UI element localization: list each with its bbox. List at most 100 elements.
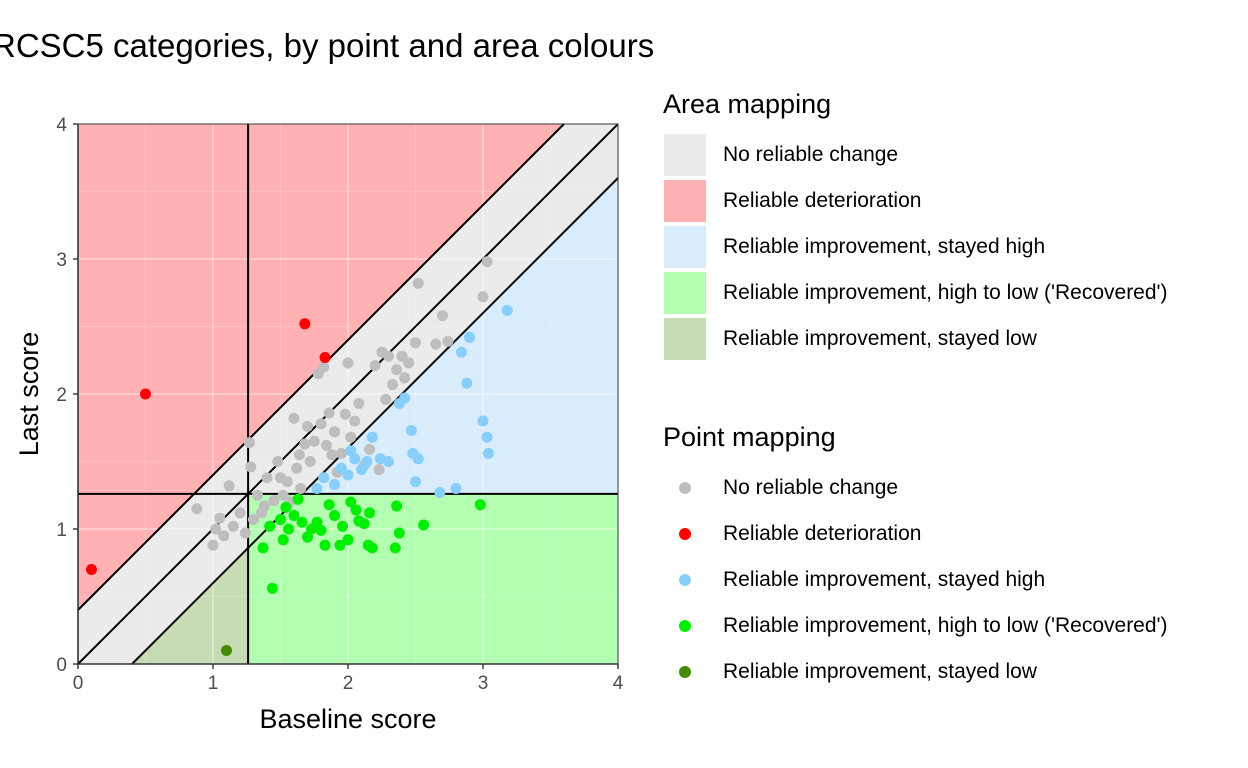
point-no-change — [272, 456, 284, 467]
point-stayed-high — [342, 469, 354, 481]
point-key — [664, 513, 706, 555]
point-stayed-high — [481, 431, 493, 443]
area-swatch — [664, 226, 706, 268]
point-legend-item: Reliable improvement, stayed low — [663, 649, 1168, 695]
point-stayed-high — [412, 453, 424, 465]
point-no-change — [323, 407, 335, 419]
point-no-change — [295, 483, 307, 494]
point-stayed-high — [335, 462, 347, 474]
point-no-change — [339, 408, 351, 420]
point-no-change — [481, 256, 493, 268]
point-legend: Point mapping No reliable change Reliabl… — [663, 422, 1168, 695]
point-no-change — [412, 277, 424, 289]
point-no-change — [258, 500, 270, 512]
area-legend-item: No reliable change — [663, 132, 1168, 178]
point-deterioration — [140, 388, 151, 400]
point-no-change — [191, 503, 203, 515]
y-tick-label: 4 — [56, 115, 67, 136]
point-no-change — [248, 514, 259, 526]
point-no-change — [410, 337, 421, 349]
point-recovered — [315, 524, 327, 536]
point-no-change — [349, 415, 361, 427]
x-tick-label: 3 — [478, 673, 489, 694]
area-legend-item: Reliable improvement, stayed low — [663, 316, 1168, 362]
point-stayed-high — [383, 456, 394, 467]
point-no-change — [245, 461, 257, 473]
area-legend-label: No reliable change — [723, 143, 899, 166]
point-stayed-high — [477, 415, 489, 427]
area-legend-item: Reliable deterioration — [663, 178, 1168, 224]
area-legend-title: Area mapping — [663, 89, 832, 119]
point-stayed-high — [450, 483, 462, 494]
area-legend-item: Reliable improvement, high to low ('Reco… — [663, 270, 1168, 316]
y-tick-label: 2 — [56, 385, 67, 406]
point-recovered — [302, 531, 313, 543]
point-no-change — [383, 350, 394, 362]
point-recovered — [474, 499, 486, 511]
point-recovered — [323, 499, 335, 511]
point-legend-label: No reliable change — [723, 476, 899, 499]
point-recovered — [275, 514, 286, 526]
point-dot-icon — [679, 574, 691, 586]
point-stayed-high — [455, 346, 467, 358]
point-deterioration — [299, 318, 311, 330]
point-no-change — [399, 372, 411, 384]
point-recovered — [288, 510, 300, 521]
point-recovered — [311, 516, 323, 528]
point-no-change — [442, 335, 454, 347]
area-legend-label: Reliable improvement, stayed high — [723, 235, 1046, 258]
point-legend-label: Reliable improvement, stayed high — [723, 568, 1046, 591]
point-no-change — [396, 350, 408, 362]
point-stayed-high — [434, 487, 446, 499]
point-legend-item: No reliable change — [663, 465, 1168, 511]
point-no-change — [342, 357, 354, 369]
point-no-change — [299, 438, 311, 450]
point-legend-title: Point mapping — [663, 422, 836, 452]
point-no-change — [329, 426, 340, 438]
point-dot-icon — [679, 666, 691, 678]
point-key — [664, 651, 706, 693]
point-legend-item: Reliable deterioration — [663, 511, 1168, 557]
point-no-change — [234, 507, 246, 519]
point-recovered — [292, 493, 304, 505]
point-no-change — [293, 449, 305, 461]
point-legend-label: Reliable deterioration — [723, 522, 922, 545]
area-swatch — [664, 318, 706, 360]
x-tick-label: 2 — [343, 673, 354, 694]
point-no-change — [318, 361, 330, 373]
point-legend-item: Reliable improvement, high to low ('Reco… — [663, 603, 1168, 649]
identity-line — [77, 123, 619, 665]
point-stayed-high — [464, 331, 475, 343]
point-recovered — [342, 534, 354, 546]
point-no-change — [207, 539, 219, 551]
point-dot-icon — [679, 620, 691, 632]
point-no-change — [227, 520, 239, 532]
point-recovered — [334, 539, 346, 551]
point-no-change — [291, 462, 303, 474]
point-no-change — [380, 393, 392, 405]
x-tick-label: 1 — [208, 673, 219, 694]
point-no-change — [288, 412, 300, 424]
point-dot-icon — [679, 528, 691, 540]
point-no-change — [353, 397, 365, 409]
point-no-change — [391, 364, 403, 376]
point-recovered — [277, 534, 289, 546]
point-no-change — [430, 338, 442, 350]
point-stayed-high — [501, 304, 513, 316]
point-no-change — [320, 439, 332, 451]
point-legend-item: Reliable improvement, stayed high — [663, 557, 1168, 603]
point-recovered — [329, 510, 340, 521]
area-swatch — [664, 180, 706, 222]
point-recovered — [358, 518, 370, 530]
point-deterioration — [319, 352, 331, 364]
point-legend-label: Reliable improvement, high to low ('Reco… — [723, 614, 1168, 637]
point-recovered — [296, 516, 308, 528]
point-no-change — [369, 360, 381, 372]
point-no-change — [373, 464, 385, 476]
point-no-change — [218, 530, 230, 542]
point-recovered — [364, 507, 376, 519]
point-stayed-high — [349, 453, 361, 465]
point-no-change — [364, 443, 376, 455]
area-swatch — [664, 272, 706, 314]
point-stayed-high — [399, 392, 411, 404]
